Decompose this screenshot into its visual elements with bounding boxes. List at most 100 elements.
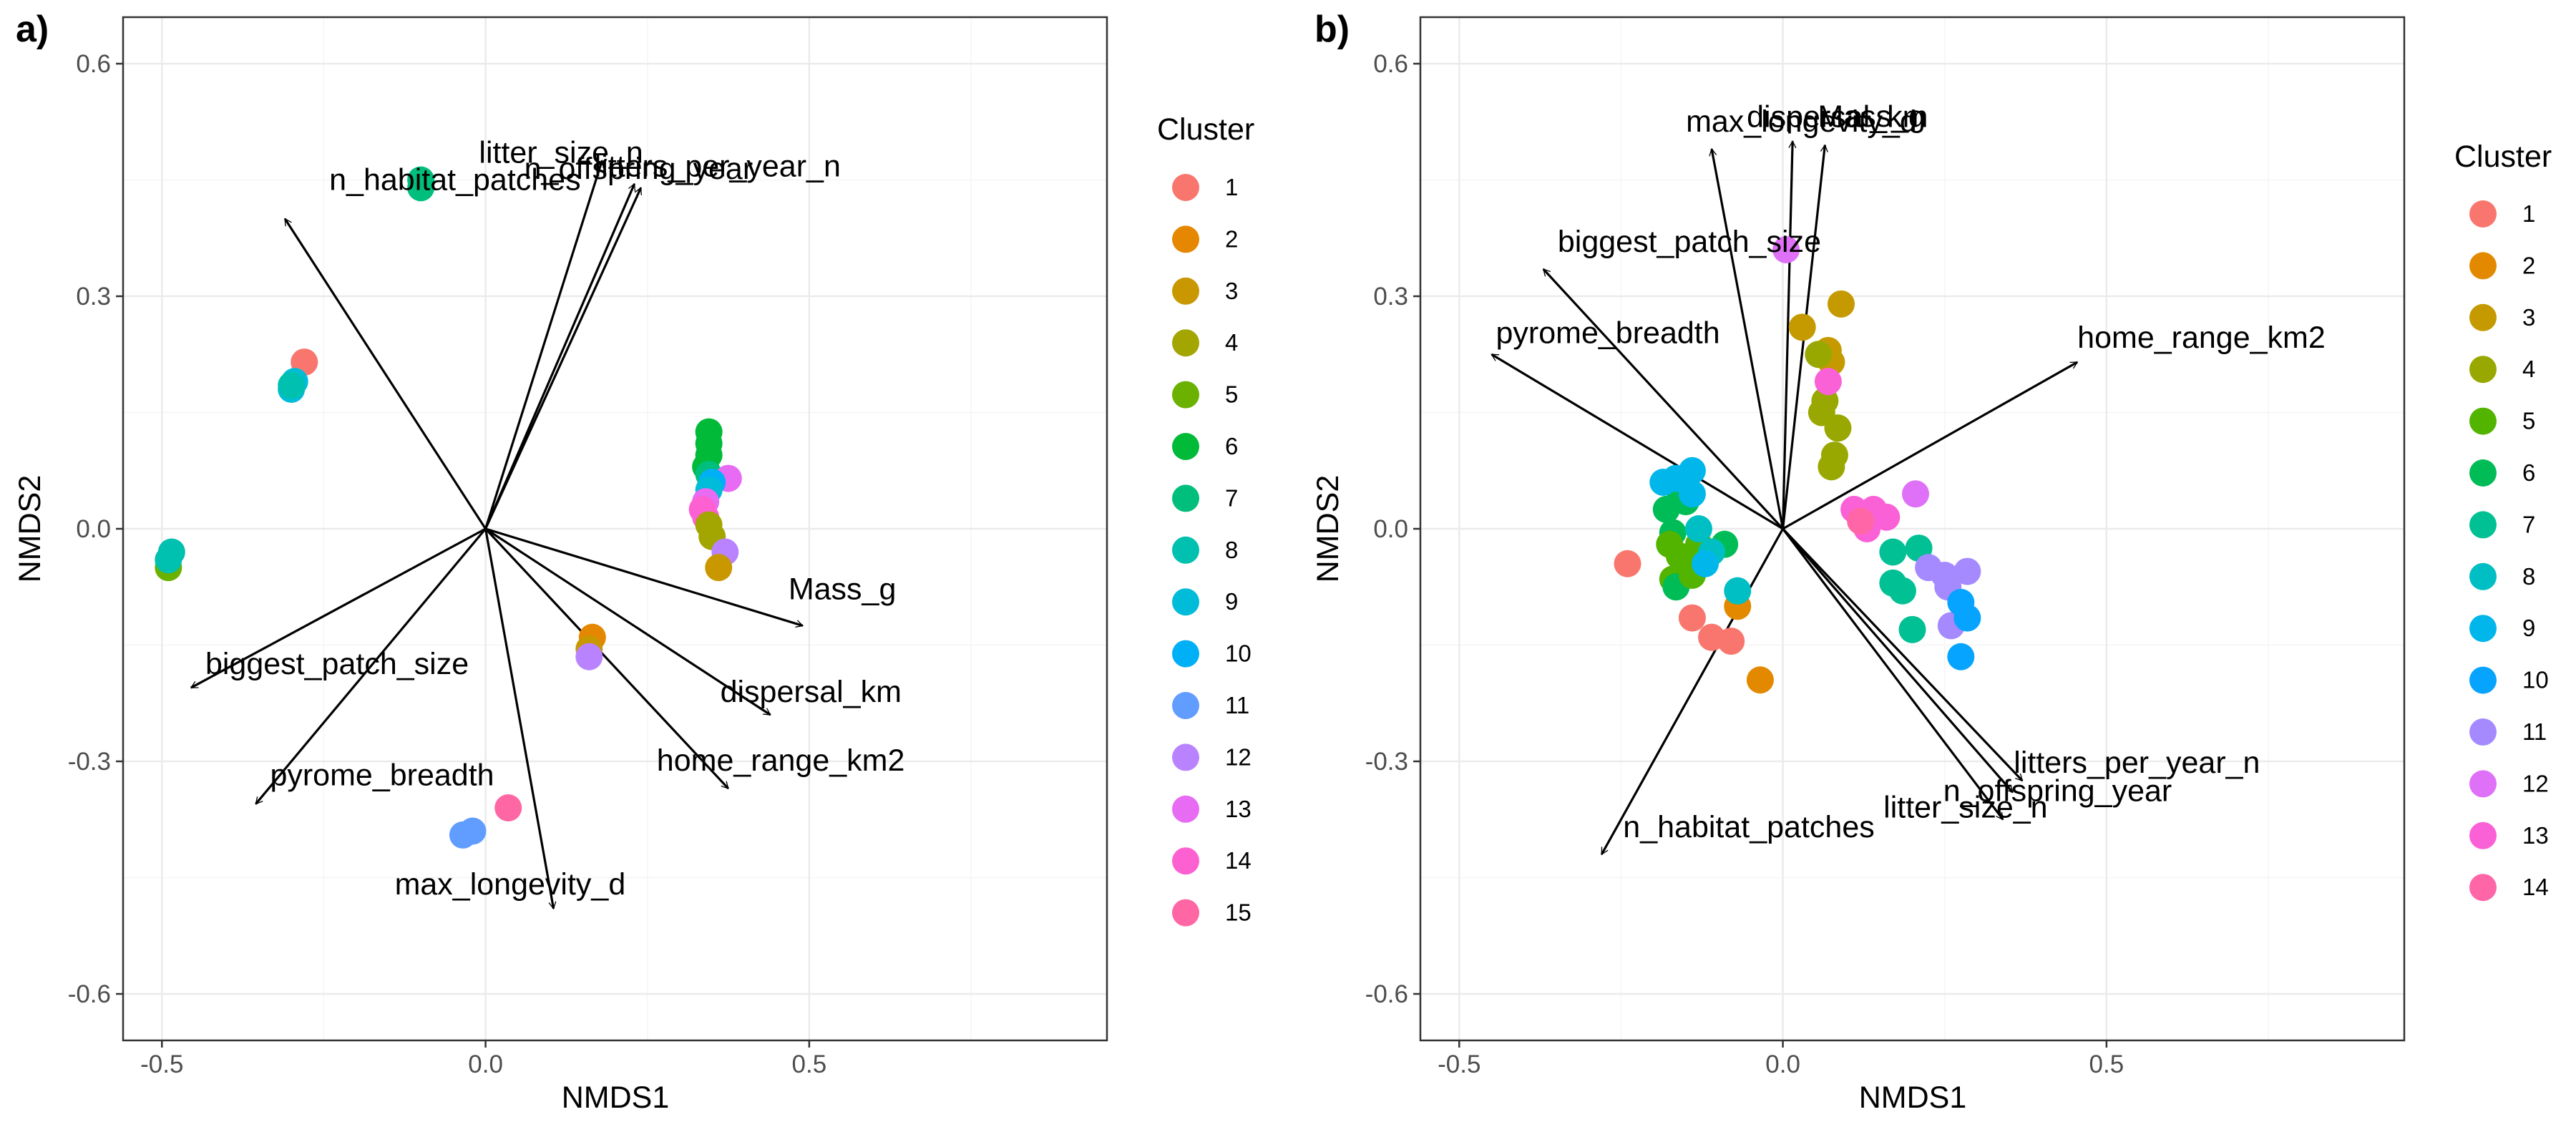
- point-cluster-13: [1814, 368, 1842, 396]
- x-tick-label: -0.5: [1438, 1050, 1480, 1078]
- y-tick-label: 0.3: [76, 283, 111, 311]
- panel-a-vector-labels: litter_size_nn_offspring_yearlitters_per…: [205, 135, 904, 901]
- panel-b-x-axis-title: NMDS1: [1859, 1080, 1967, 1115]
- vector-label-dispersal_km: dispersal_km: [1747, 99, 1928, 134]
- vector-arrow-n_habitat_patches: [1600, 528, 1784, 854]
- legend-key-cluster-4: [2469, 356, 2497, 384]
- y-tick-label: 0.6: [76, 50, 111, 78]
- y-tick-label: 0.0: [1373, 515, 1408, 543]
- vector-label-home_range_km2: home_range_km2: [2077, 321, 2326, 355]
- panel-b-gridlines: [1420, 17, 2404, 1040]
- vector-label-litters_per_year_n: litters_per_year_n: [2014, 746, 2260, 780]
- vector-arrow-biggest_patch_size: [191, 527, 487, 689]
- panel-a-x-axis-title: NMDS1: [562, 1080, 670, 1115]
- legend-label-cluster-7: 7: [1225, 484, 1238, 511]
- vector-label-max_longevity_d: max_longevity_d: [395, 867, 626, 902]
- panel-b-legend-title: Cluster: [2454, 140, 2552, 174]
- legend-key-cluster-5: [1172, 381, 1199, 409]
- panel-a-legend-title: Cluster: [1157, 112, 1254, 147]
- point-cluster-9: [1678, 480, 1706, 508]
- vector-label-pyrome_breadth: pyrome_breadth: [1496, 316, 1720, 350]
- y-tick-label: -0.6: [68, 980, 111, 1008]
- point-cluster-11: [459, 817, 487, 845]
- x-tick-label: 0.5: [792, 1050, 827, 1078]
- y-tick-label: -0.6: [1365, 980, 1408, 1008]
- legend-key-cluster-6: [1172, 433, 1199, 460]
- vector-label-Mass_g: Mass_g: [789, 572, 897, 606]
- vector-label-home_range_km2: home_range_km2: [657, 743, 905, 778]
- x-tick-label: 0.0: [1765, 1050, 1800, 1078]
- point-cluster-7: [1898, 615, 1926, 643]
- y-tick-label: 0.0: [76, 515, 111, 543]
- point-cluster-9: [1678, 457, 1706, 484]
- legend-label-cluster-11: 11: [2522, 718, 2547, 745]
- legend-label-cluster-3: 3: [2522, 304, 2535, 331]
- point-cluster-12: [1772, 236, 1800, 263]
- vector-arrow-max_longevity_d: [1712, 149, 1785, 530]
- legend-key-cluster-13: [1172, 795, 1199, 823]
- vector-arrow-home_range_km2: [484, 527, 729, 790]
- legend-label-cluster-7: 7: [2522, 511, 2535, 537]
- panel-b: b) dispersal_kmMass_gmax_longevity_dbigg…: [1311, 9, 2552, 1115]
- panel-b-vector-labels: dispersal_kmMass_gmax_longevity_dbiggest…: [1496, 99, 2326, 844]
- point-cluster-15: [494, 794, 522, 821]
- vector-label-n_offspring_year: n_offspring_year: [525, 152, 753, 186]
- panel-b-letter: b): [1314, 9, 1350, 50]
- vector-arrow-n_habitat_patches: [283, 219, 487, 530]
- y-tick-label: 0.6: [1373, 50, 1408, 78]
- point-cluster-3: [1788, 313, 1816, 341]
- vector-label-biggest_patch_size: biggest_patch_size: [1558, 225, 1821, 259]
- point-cluster-1: [1614, 550, 1641, 577]
- vector-arrow-litter_size_n: [1782, 528, 2004, 819]
- point-cluster-12: [575, 643, 603, 670]
- legend-key-cluster-14: [1172, 847, 1199, 875]
- point-cluster-7: [1879, 538, 1907, 566]
- legend-label-cluster-1: 1: [2522, 200, 2535, 227]
- vector-arrow-n_offspring_year: [1782, 527, 2014, 792]
- legend-label-cluster-13: 13: [1225, 796, 1252, 822]
- legend-label-cluster-5: 5: [2522, 408, 2535, 434]
- vector-arrow-pyrome_breadth: [1492, 353, 1784, 530]
- point-cluster-13: [1873, 503, 1901, 531]
- vector-arrow-litter_size_n: [484, 160, 602, 530]
- vector-label-biggest_patch_size: biggest_patch_size: [205, 647, 469, 681]
- legend-key-cluster-5: [2469, 407, 2497, 435]
- legend-label-cluster-8: 8: [2522, 563, 2535, 590]
- x-tick-label: -0.5: [140, 1050, 183, 1078]
- legend-key-cluster-8: [1172, 536, 1199, 564]
- legend-key-cluster-15: [1172, 899, 1199, 927]
- legend-label-cluster-2: 2: [2522, 252, 2535, 278]
- legend-key-cluster-9: [2469, 615, 2497, 643]
- panel-a-points: [155, 166, 742, 849]
- x-tick-label: 0.5: [2089, 1050, 2124, 1078]
- legend-key-cluster-12: [1172, 743, 1199, 771]
- point-cluster-1: [1717, 628, 1745, 655]
- legend-label-cluster-3: 3: [1225, 278, 1238, 304]
- vector-label-n_habitat_patches: n_habitat_patches: [1623, 810, 1874, 844]
- y-tick-label: 0.3: [1373, 283, 1408, 311]
- vector-arrow-n_offspring_year: [484, 184, 635, 530]
- point-cluster-8: [1684, 515, 1712, 542]
- y-tick-label: -0.3: [68, 748, 111, 776]
- legend-label-cluster-8: 8: [1225, 537, 1238, 563]
- legend-key-cluster-11: [2469, 718, 2497, 746]
- panel-b-axis-ticks: -0.5 0.0 0.5 -0.6 -0.3 0.0 0.3 0.6: [1365, 50, 2124, 1078]
- legend-key-cluster-10: [2469, 666, 2497, 694]
- legend-key-cluster-3: [2469, 303, 2497, 331]
- point-cluster-7: [1888, 577, 1916, 605]
- legend-label-cluster-4: 4: [2522, 356, 2535, 382]
- point-cluster-11: [1953, 557, 1981, 585]
- point-cluster-1: [1678, 604, 1706, 632]
- legend-key-cluster-10: [1172, 640, 1199, 668]
- point-cluster-3: [1827, 290, 1855, 318]
- panel-b-y-axis-title: NMDS2: [1311, 475, 1345, 583]
- point-cluster-8: [1724, 577, 1752, 605]
- legend-label-cluster-9: 9: [1225, 588, 1238, 615]
- vector-label-pyrome_breadth: pyrome_breadth: [270, 758, 494, 793]
- vector-label-Mass_g: Mass_g: [1818, 99, 1926, 134]
- vector-arrow-biggest_patch_size: [1542, 268, 1784, 530]
- legend-key-cluster-1: [1172, 174, 1199, 201]
